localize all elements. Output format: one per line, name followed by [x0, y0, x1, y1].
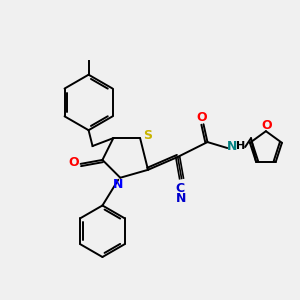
Text: O: O	[196, 111, 207, 124]
Text: C: C	[175, 182, 184, 195]
Text: H: H	[236, 141, 245, 151]
Text: S: S	[143, 129, 152, 142]
Text: N: N	[113, 178, 124, 191]
Text: O: O	[262, 119, 272, 132]
Text: O: O	[68, 156, 79, 170]
Text: N: N	[227, 140, 237, 152]
Text: N: N	[176, 192, 186, 205]
